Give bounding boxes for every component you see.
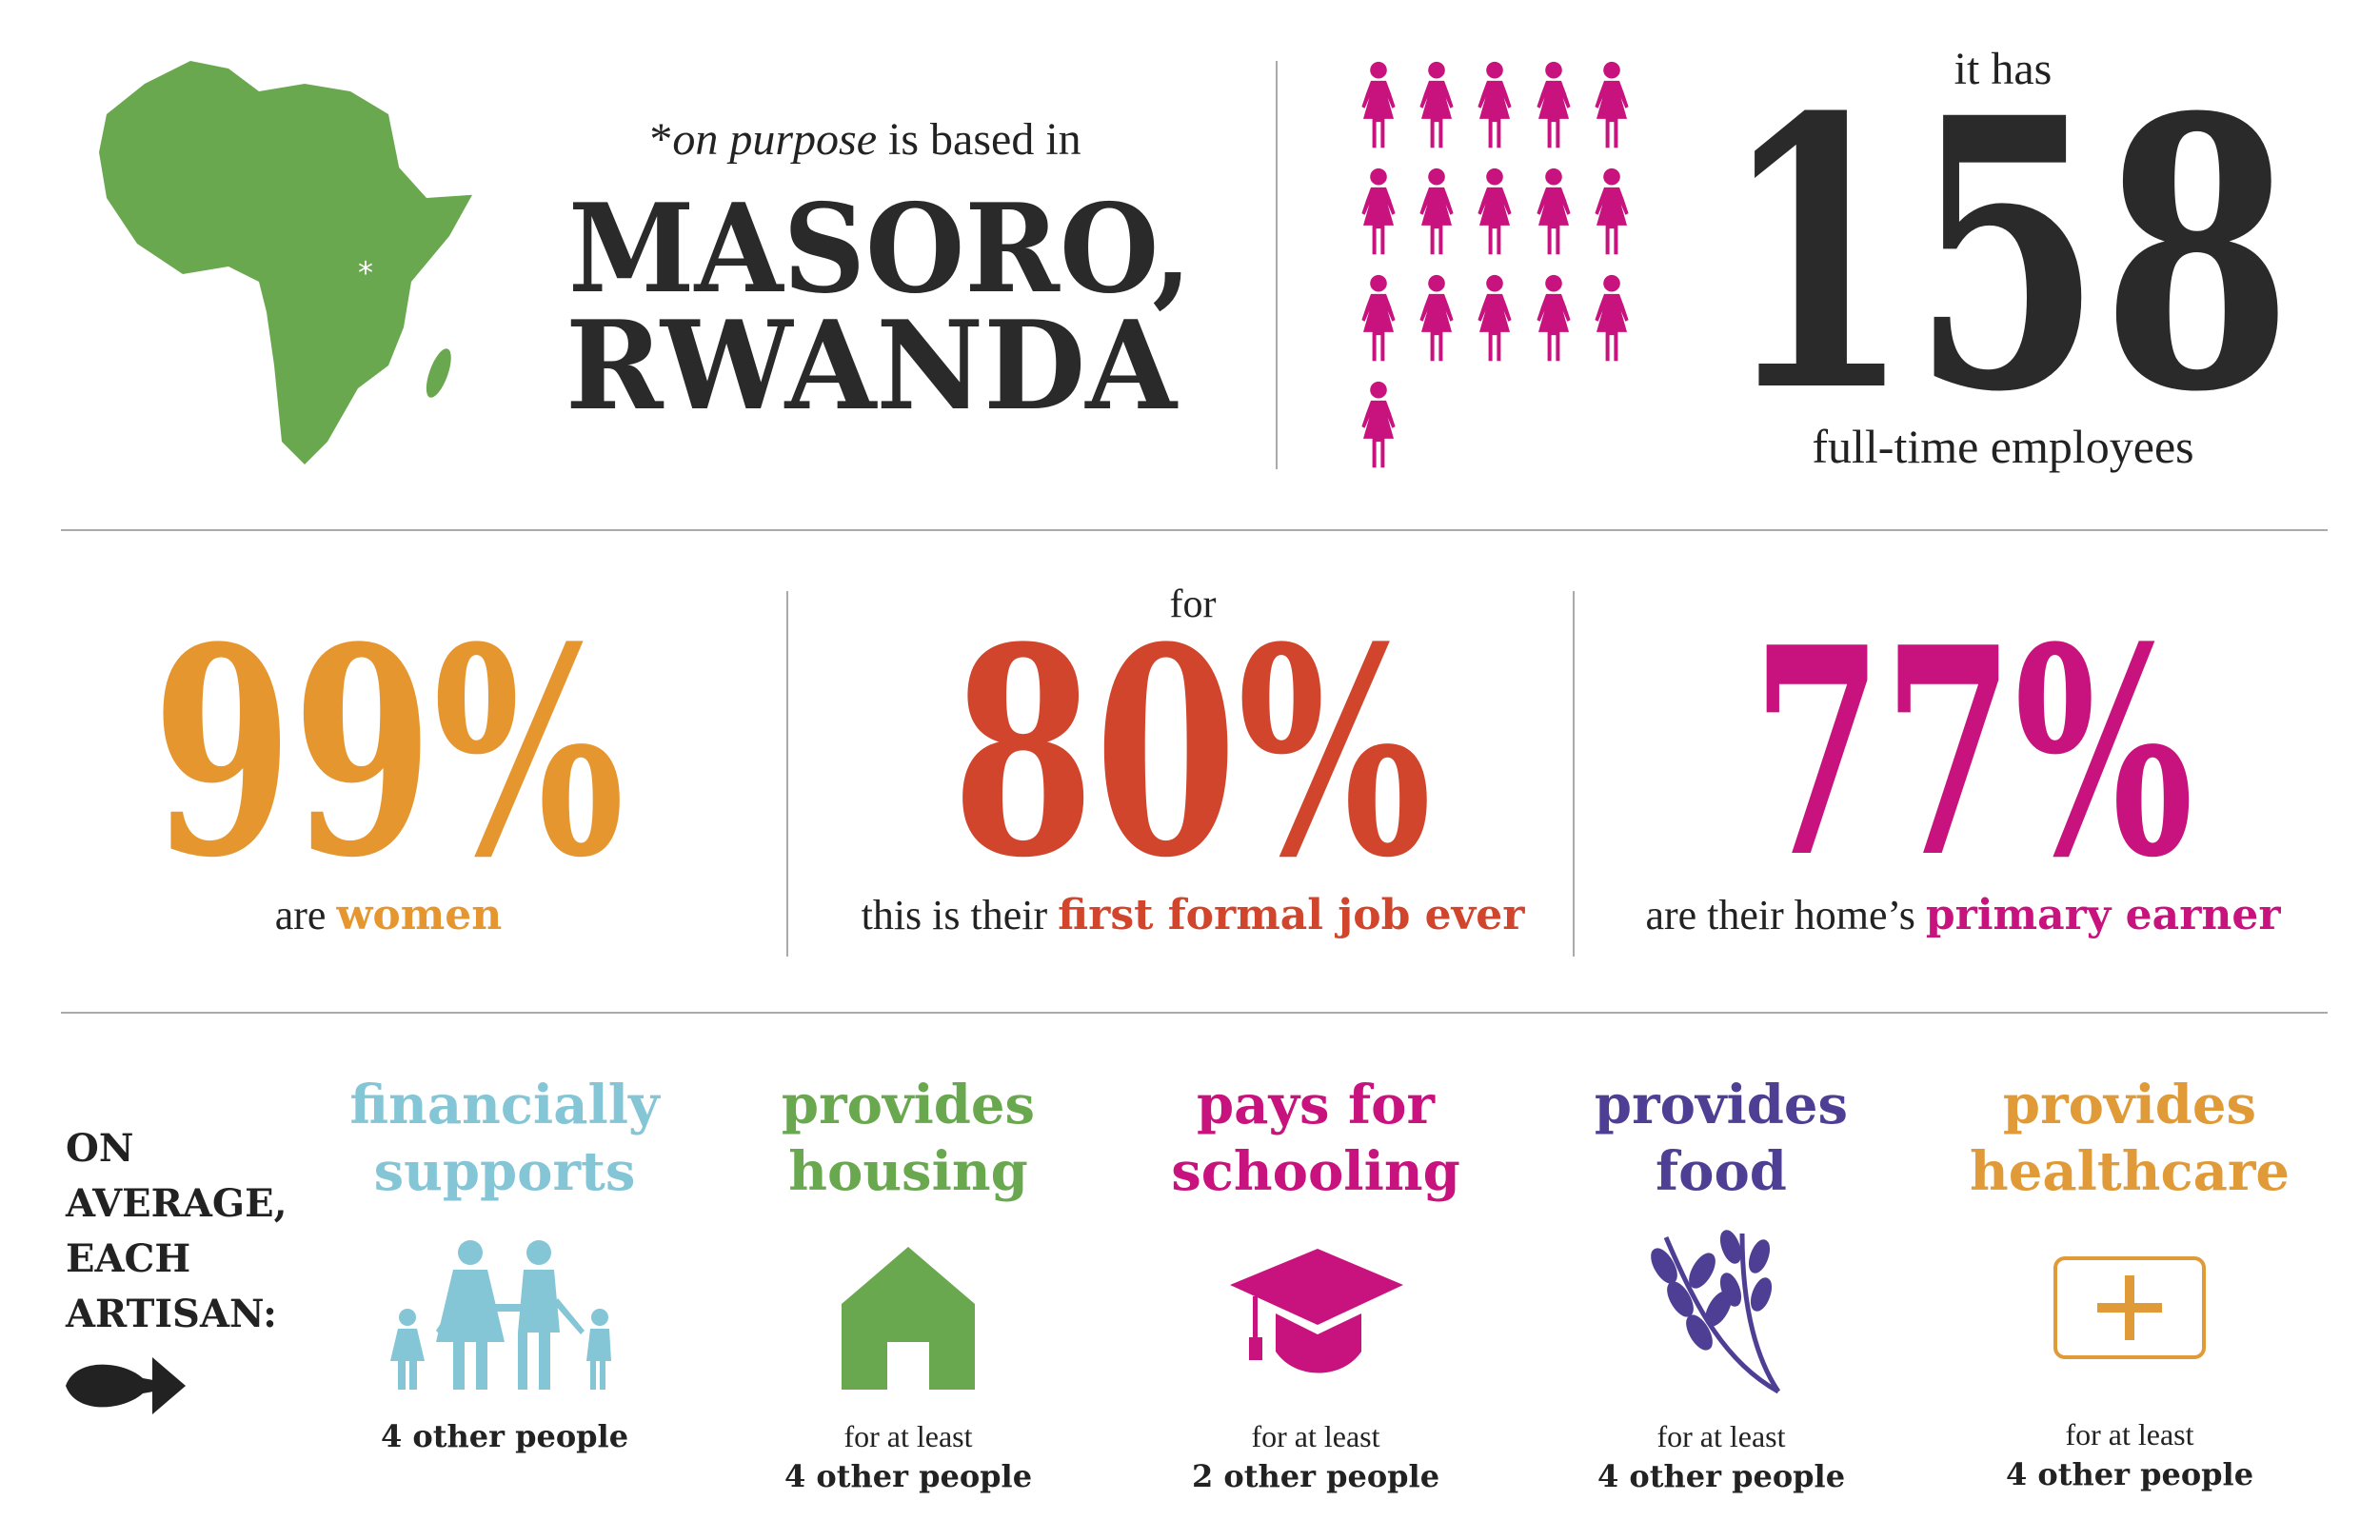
item-caption: 4 other people (784, 1458, 1032, 1494)
item-title: provides (1595, 1074, 1848, 1136)
item-caption: for at least (1251, 1419, 1379, 1453)
lead-text: is based in (877, 114, 1081, 165)
item-title: healthcare (1970, 1140, 2290, 1203)
item-caption: for at least (843, 1419, 972, 1453)
item-title: financially (349, 1074, 661, 1136)
label-line: EACH (66, 1236, 190, 1281)
item-title: pays for (1197, 1074, 1436, 1136)
item-title: housing (788, 1140, 1027, 1203)
item-title: supports (374, 1140, 636, 1203)
stat-caption: are their home’s primary earner (1645, 891, 2281, 939)
impact-label: ON AVERAGE, EACH ARTISAN: (65, 1126, 288, 1336)
item-caption: for at least (2065, 1417, 2193, 1451)
location-line: MASORO, (568, 178, 1192, 321)
item-caption: 4 other people (2006, 1456, 2253, 1492)
employee-figures (1361, 61, 1629, 468)
stat-pre: for (1170, 582, 1217, 626)
svg-text:*: * (358, 255, 373, 291)
item-caption: 4 other people (381, 1418, 628, 1454)
item-title: schooling (1171, 1140, 1459, 1203)
label-line: AVERAGE, (65, 1181, 288, 1226)
item-title: provides (782, 1074, 1035, 1136)
location-lead: *on purpose is based in (649, 114, 1081, 165)
employees-caption: full-time employees (1812, 420, 2193, 473)
caption-text: are their home’s (1645, 892, 1925, 938)
employees-number: 158 (1721, 37, 2292, 473)
stat-value: 80% (952, 584, 1432, 920)
cap-icon (1230, 1249, 1403, 1373)
caption-highlight: primary earner (1926, 891, 2281, 939)
location-line: RWANDA (565, 295, 1179, 438)
africa-map: * (99, 61, 472, 464)
brand: on purpose (672, 114, 877, 165)
caption-highlight: women (335, 891, 502, 939)
caption-text: are (275, 892, 337, 938)
employees-lead: it has (1954, 44, 2053, 94)
label-line: ARTISAN: (65, 1292, 277, 1336)
caption-text: this is their (862, 892, 1059, 938)
impact-titles: financially supports provides housing pa… (349, 1074, 2290, 1203)
caption-highlight: first formal job ever (1058, 891, 1525, 939)
item-caption: 2 other people (1192, 1458, 1439, 1494)
stat-caption: are women (275, 891, 502, 939)
asterisk: * (649, 114, 672, 165)
label-line: ON (66, 1126, 133, 1171)
stat-value: 77% (1752, 584, 2193, 920)
item-title: provides (2003, 1074, 2256, 1136)
item-title: food (1656, 1140, 1787, 1203)
item-caption: 4 other people (1597, 1458, 1845, 1494)
stat-caption: this is their first formal job ever (862, 891, 1526, 939)
health-icon (2053, 1256, 2206, 1359)
stat-value: 99% (152, 584, 625, 920)
arrow-ornament (66, 1357, 186, 1414)
house-icon (842, 1247, 975, 1390)
wheat-icon (1651, 1230, 1781, 1394)
family-icon (390, 1240, 611, 1390)
item-caption: for at least (1656, 1419, 1785, 1453)
impact-captions: 4 other people for at least 4 other peop… (381, 1417, 2253, 1494)
